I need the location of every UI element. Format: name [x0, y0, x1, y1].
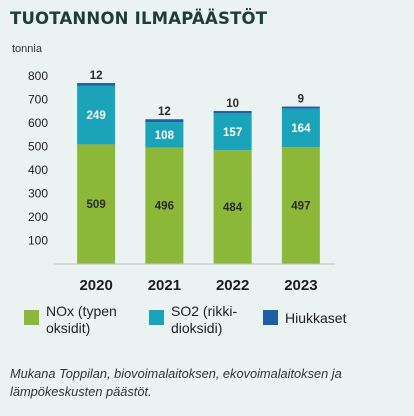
bar-value-label: 496 — [155, 201, 174, 213]
y-tick-label: 300 — [28, 187, 48, 201]
bar-segment — [145, 122, 184, 148]
y-unit-label: tonnia — [12, 43, 43, 55]
bar-segment — [77, 83, 116, 86]
y-tick-label: 600 — [28, 116, 48, 130]
bar-segment — [145, 119, 184, 123]
legend-swatch-so2 — [149, 310, 164, 325]
x-axis: 2020 2021 2022 2023 — [54, 263, 335, 294]
x-tick-label: 2021 — [148, 277, 181, 294]
bar-segment — [145, 147, 184, 264]
bar-value-label: 157 — [223, 127, 242, 139]
legend: NOx (typen oksidit) SO2 (rikki- dioksidi… — [0, 303, 414, 347]
bar-value-label: 164 — [291, 123, 311, 135]
bar-value-label: 484 — [223, 202, 243, 214]
legend-item-hiukkaset: Hiukkaset — [263, 303, 346, 327]
y-tick-label: 100 — [28, 234, 48, 248]
legend-swatch-hiukkaset — [263, 310, 278, 325]
bar-segment — [281, 106, 320, 109]
y-tick-label: 800 — [28, 69, 48, 83]
x-tick-label: 2020 — [79, 277, 112, 294]
bar-segment — [213, 113, 252, 151]
bar-segment — [77, 144, 116, 264]
y-tick-label: 200 — [28, 210, 48, 224]
bar-segment — [281, 108, 320, 148]
footnote: Mukana Toppilan, biovoimalaitoksen, ekov… — [10, 366, 342, 399]
bar-value-label: 249 — [87, 110, 106, 122]
bar-value-label: 108 — [155, 130, 175, 142]
x-tick-label: 2023 — [284, 277, 317, 294]
bar-value-label: 9 — [298, 94, 304, 106]
bars-group: 509 249 12 496 108 12 484 157 10 497 164 9 — [77, 70, 320, 264]
bar-value-label: 12 — [158, 106, 171, 118]
legend-label-nox: NOx (typen oksidit) — [46, 303, 117, 336]
bar-value-label: 12 — [90, 70, 103, 82]
legend-swatch-nox — [24, 310, 39, 325]
bar-segment — [213, 111, 252, 114]
y-tick-label: 700 — [28, 93, 48, 107]
bar-value-label: 497 — [291, 201, 310, 213]
chart-canvas: tonnia 100 200 300 400 500 600 700 800 509 249 12… — [12, 43, 335, 294]
y-tick-label: 400 — [28, 163, 48, 177]
bar-segment — [77, 85, 116, 145]
bar-value-label: 509 — [87, 199, 106, 211]
bar-segment — [213, 150, 252, 264]
x-tick-label: 2022 — [216, 277, 249, 294]
legend-label-hiukkaset: Hiukkaset — [285, 310, 347, 326]
bar-value-label: 10 — [226, 98, 239, 110]
legend-item-nox: NOx (typen oksidit) — [24, 303, 117, 337]
bar-segment — [281, 147, 320, 264]
y-tick-label: 500 — [28, 140, 48, 154]
chart-title: TUOTANNON ILMAPÄÄSTÖT — [10, 9, 268, 28]
legend-item-so2: SO2 (rikki- dioksidi) — [149, 303, 237, 337]
y-axis: 100 200 300 400 500 600 700 800 — [28, 69, 48, 248]
legend-label-so2: SO2 (rikki- dioksidi) — [171, 303, 238, 336]
